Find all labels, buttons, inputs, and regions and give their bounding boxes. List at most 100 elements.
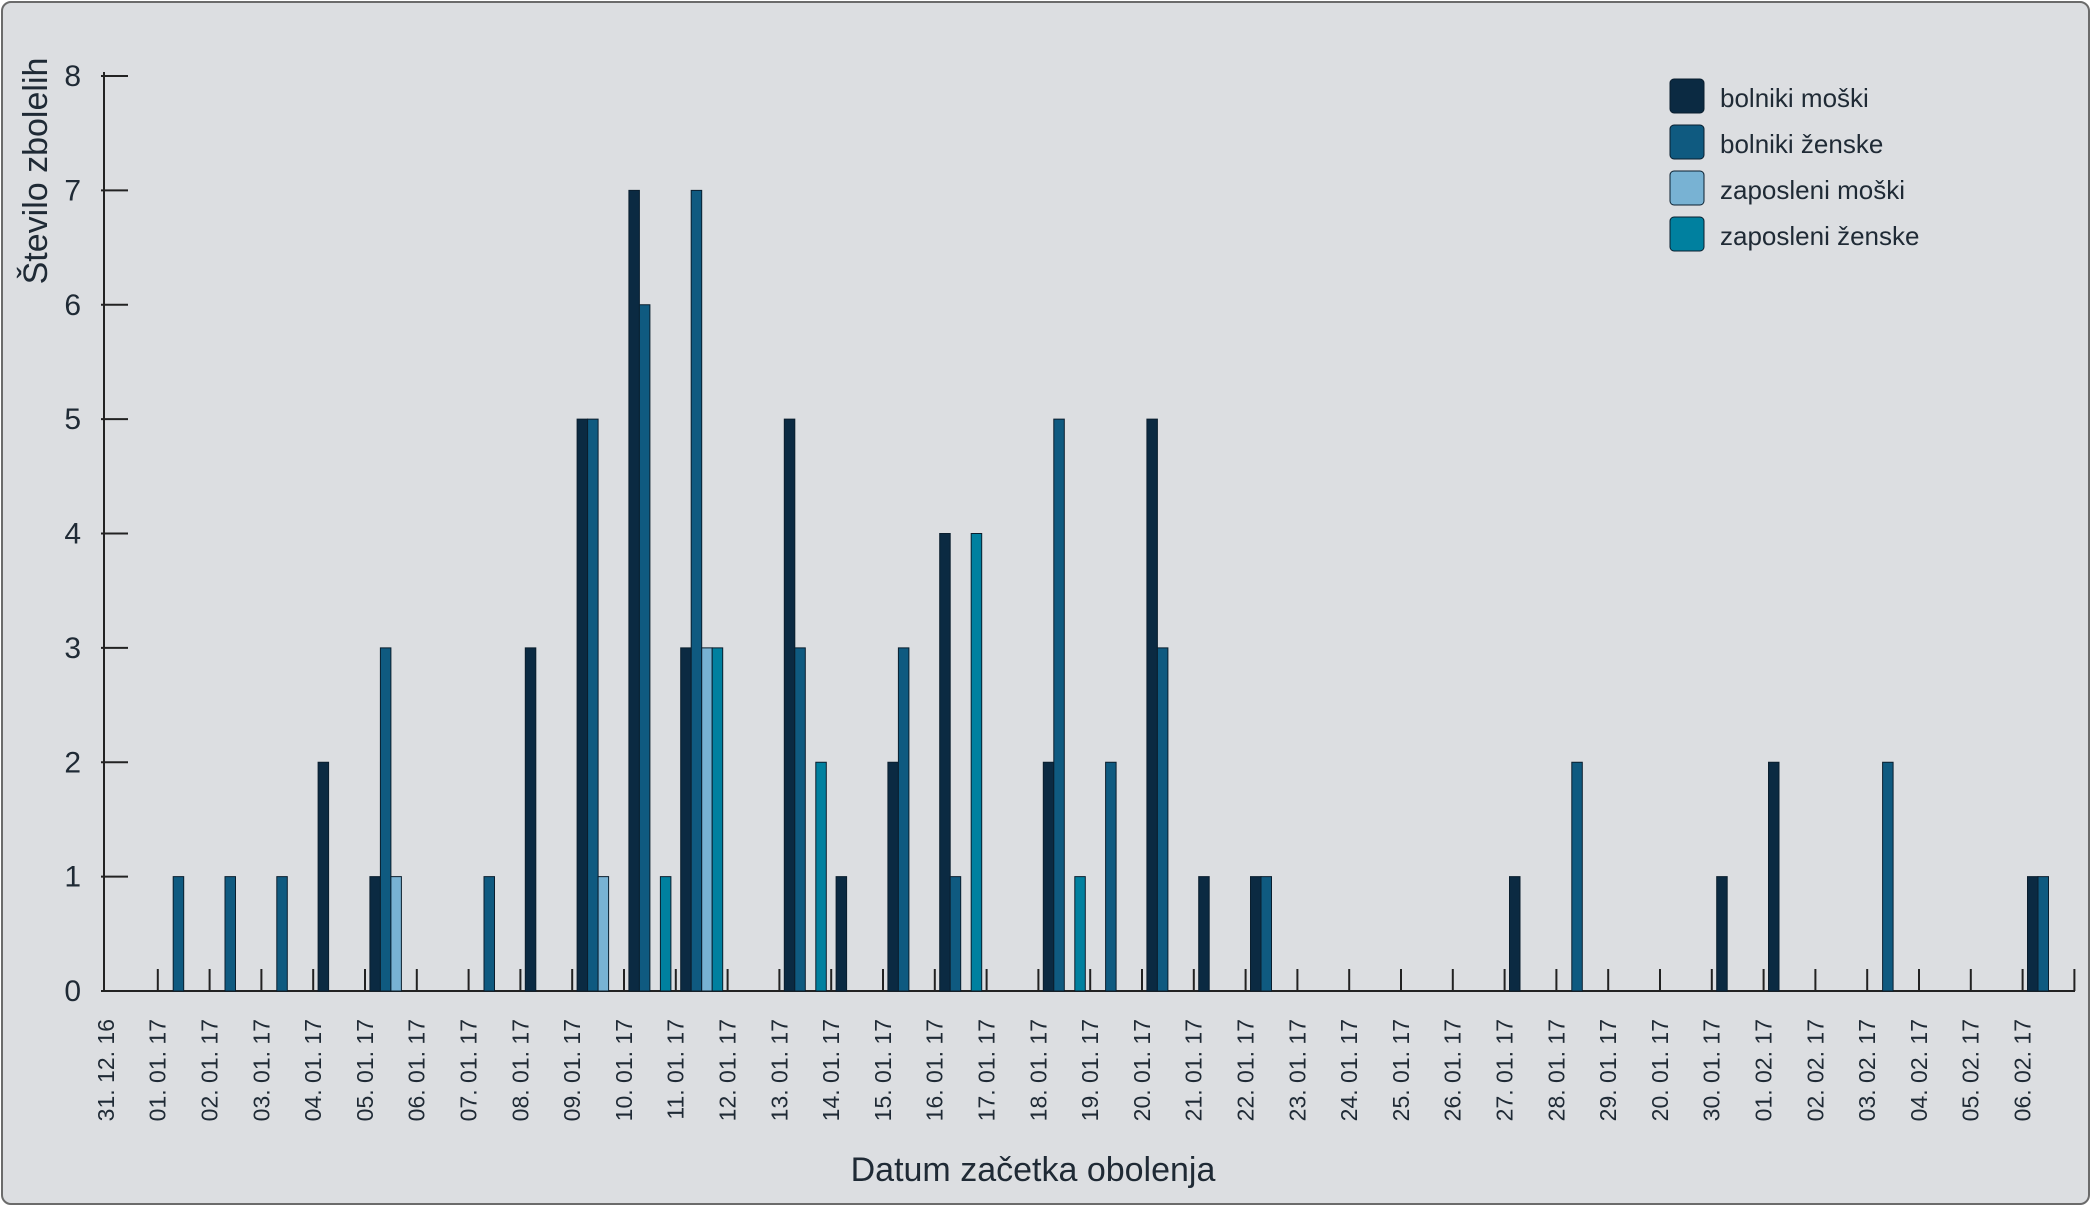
x-tick-label: 07. 01. 17	[456, 1019, 482, 1121]
y-tick-label: 8	[64, 60, 81, 93]
bar-bolniki-ženske	[379, 647, 392, 992]
x-tick-label: 29. 01. 17	[1595, 1019, 1621, 1121]
legend-label: bolniki ženske	[1720, 129, 1883, 159]
x-tick-label: 21. 01. 17	[1181, 1019, 1207, 1121]
y-tick-label: 0	[64, 975, 81, 1008]
bar-zaposleni-ženske	[815, 761, 827, 992]
bar-bolniki-moški	[1509, 876, 1521, 992]
x-tick-label: 16. 01. 17	[922, 1019, 948, 1121]
legend-label: zaposleni moški	[1720, 175, 1905, 205]
bar-bolniki-ženske	[690, 189, 703, 992]
x-tick-label: 26. 01. 17	[1440, 1019, 1466, 1121]
x-tick-label: 02. 01. 17	[197, 1019, 223, 1121]
bar-bolniki-ženske	[1105, 761, 1117, 992]
bar-zaposleni-ženske	[659, 876, 672, 992]
bar-bolniki-moški	[524, 647, 537, 992]
x-tick-label: 05. 01. 17	[352, 1019, 378, 1121]
bar-bolniki-ženske	[276, 876, 288, 992]
bar-bolniki-ženske	[224, 876, 236, 992]
x-tick-label: 14. 01. 17	[818, 1019, 844, 1121]
x-tick-label: 08. 01. 17	[507, 1019, 533, 1121]
legend-swatch	[1669, 216, 1705, 252]
bar-bolniki-ženske	[2037, 876, 2049, 992]
x-tick-label: 03. 01. 17	[248, 1019, 274, 1121]
x-tick-label: 12. 01. 17	[715, 1019, 741, 1121]
x-tick-label: 25. 01. 17	[1388, 1019, 1414, 1121]
axes	[101, 72, 2076, 992]
bar-bolniki-moški	[576, 418, 589, 992]
bar-bolniki-moški	[369, 876, 381, 992]
y-tick-label: 3	[64, 632, 81, 665]
bar-bolniki-ženske	[483, 876, 495, 992]
bar-bolniki-moški	[1768, 761, 1780, 992]
bar-zaposleni-ženske	[970, 533, 983, 992]
x-tick-label: 11. 01. 17	[663, 1019, 689, 1120]
bar-bolniki-ženske	[1571, 761, 1583, 992]
bar-bolniki-moški	[1042, 761, 1055, 992]
bar-zaposleni-ženske	[1074, 876, 1086, 992]
bar-zaposleni-moški	[390, 876, 402, 992]
bar-zaposleni-moški	[597, 876, 610, 992]
bar-bolniki-ženske	[1882, 761, 1894, 992]
bar-chart: 0 1 2 3 4 5 6 7 8 31. 12. 16 01. 01. 17 02. 01. 17…	[17, 58, 2076, 1189]
x-tick-labels: 31. 12. 16 01. 01. 17 02. 01. 17 03. 01. 17…	[93, 1019, 2036, 1121]
legend: bolniki moški bolniki ženske zaposleni moš…	[1669, 78, 1919, 252]
bar-zaposleni-ženske	[711, 647, 724, 992]
y-tick-label: 4	[64, 518, 81, 551]
y-axis-title: Število zbolelih	[17, 58, 55, 285]
bar-bolniki-moški	[1146, 418, 1158, 992]
bar-bolniki-moški	[628, 189, 640, 992]
bar-bolniki-ženske	[172, 876, 185, 992]
x-tick-label: 03. 02. 17	[1854, 1019, 1880, 1121]
bar-bolniki-moški	[939, 533, 951, 992]
bar-bolniki-moški	[1250, 876, 1262, 992]
legend-swatch	[1669, 78, 1705, 114]
legend-label: bolniki moški	[1720, 83, 1869, 113]
x-tick-label: 19. 01. 17	[1077, 1019, 1103, 1121]
bar-bolniki-moški	[887, 761, 899, 992]
bar-bolniki-moški	[783, 418, 796, 992]
bars-group	[172, 189, 2049, 992]
bar-bolniki-ženske	[1260, 876, 1272, 992]
bar-bolniki-ženske	[1053, 418, 1065, 992]
x-tick-label: 17. 01. 17	[974, 1019, 1000, 1121]
x-tick-label: 18. 01. 17	[1025, 1019, 1051, 1121]
bar-bolniki-moški	[835, 876, 848, 992]
x-tick-label: 13. 01. 17	[766, 1019, 792, 1121]
bar-bolniki-moški	[1198, 876, 1210, 992]
x-tick-label: 06. 01. 17	[404, 1019, 430, 1121]
legend-swatch	[1669, 170, 1705, 206]
x-tick-label: 10. 01. 17	[611, 1019, 637, 1121]
x-tick-label: 24. 01. 17	[1336, 1019, 1362, 1121]
x-tick-label: 06. 02. 17	[2010, 1019, 2036, 1121]
bar-bolniki-ženske	[949, 876, 962, 992]
bar-bolniki-ženske	[1156, 647, 1169, 992]
x-tick-label: 20. 01. 17	[1647, 1019, 1673, 1121]
x-tick-label: 15. 01. 17	[870, 1019, 896, 1121]
y-tick-label: 7	[64, 174, 81, 207]
x-tick-label: 01. 02. 17	[1751, 1019, 1777, 1121]
legend-label: zaposleni ženske	[1720, 221, 1919, 251]
bar-bolniki-ženske	[638, 304, 651, 992]
x-axis-title: Datum začetka obolenja	[851, 1151, 1216, 1189]
x-tick-label: 05. 02. 17	[1958, 1019, 1984, 1121]
y-tick-label: 5	[64, 403, 81, 436]
x-tick-label: 01. 01. 17	[145, 1019, 171, 1121]
x-tick-label: 31. 12. 16	[93, 1019, 119, 1121]
bar-bolniki-moški	[1716, 876, 1728, 992]
x-tick-label: 04. 02. 17	[1906, 1019, 1932, 1121]
x-tick-label: 02. 02. 17	[1802, 1019, 1828, 1121]
y-tick-labels: 0 1 2 3 4 5 6 7 8	[64, 60, 81, 1008]
x-tick-label: 22. 01. 17	[1233, 1019, 1259, 1121]
y-tick-label: 1	[64, 861, 81, 894]
x-tick-label: 30. 01. 17	[1699, 1019, 1725, 1121]
bar-zaposleni-moški	[701, 647, 713, 992]
legend-swatch	[1669, 124, 1705, 160]
x-tick-label: 28. 01. 17	[1543, 1019, 1569, 1121]
bar-bolniki-moški	[680, 647, 692, 992]
bar-bolniki-ženske	[587, 418, 599, 992]
bar-bolniki-moški	[2027, 876, 2039, 992]
x-tick-label: 09. 01. 17	[559, 1019, 585, 1121]
bar-bolniki-moški	[317, 761, 330, 992]
